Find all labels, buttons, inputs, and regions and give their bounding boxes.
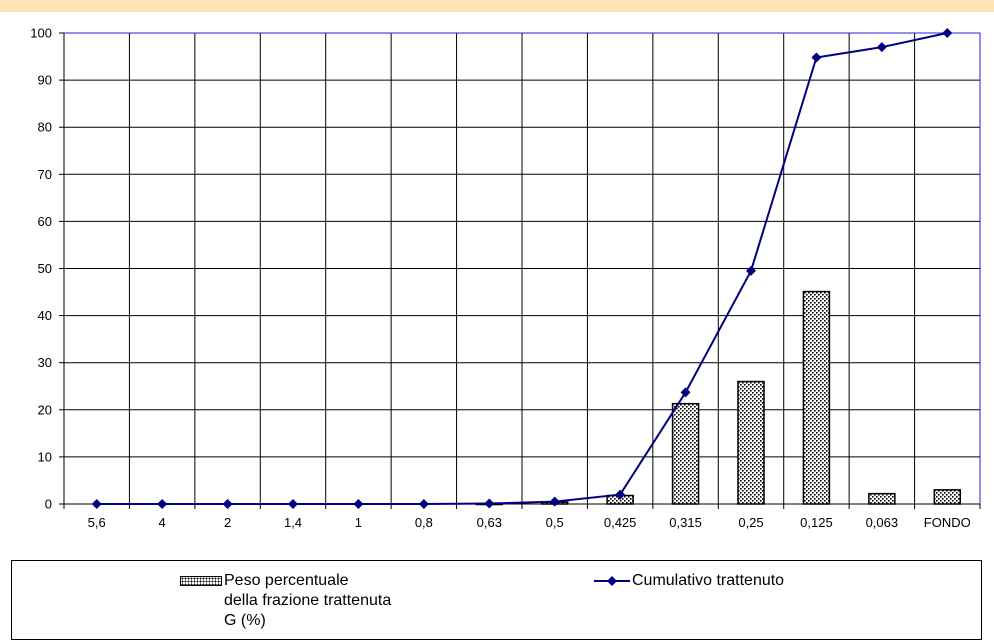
- line-series: [91, 28, 953, 509]
- x-axis-ticks: 5,6 4 2 1,4 1 0,8 0,63 0,5 0,425 0,315 0,25 0,125 0,…: [63, 504, 981, 530]
- top-band: [0, 0, 994, 12]
- y-tick-label: 90: [38, 73, 52, 88]
- y-tick-label: 50: [38, 261, 52, 276]
- y-tick-label: 100: [30, 26, 52, 41]
- legend-bar-swatch: [180, 576, 222, 586]
- y-tick-label: 70: [38, 167, 52, 182]
- gridlines: [64, 32, 980, 505]
- line-point-marker: [288, 499, 298, 509]
- line-point-marker: [615, 489, 626, 500]
- bar-series: [475, 290, 962, 506]
- legend-bar-label-line-2: della frazione trattenuta: [224, 592, 392, 609]
- x-tick-label: FONDO: [924, 515, 971, 530]
- x-tick-label: 1,4: [284, 515, 302, 530]
- legend-bar-label-line-3: G (%): [224, 612, 266, 629]
- legend-bar-label-line-1: Peso percentuale: [224, 572, 349, 589]
- line-point-marker: [222, 499, 233, 509]
- y-axis-ticks: 0 10 20 30 40 50 60 70 80 90 100: [30, 26, 64, 512]
- bar: [671, 402, 700, 505]
- x-tick-label: 1: [355, 515, 362, 530]
- cumulative-line: [96, 32, 948, 505]
- line-point-marker: [484, 498, 495, 509]
- x-tick-label: 4: [159, 515, 166, 530]
- x-tick-label: 0,25: [738, 515, 763, 530]
- y-tick-label: 30: [38, 355, 52, 370]
- x-tick-label: 0,63: [477, 515, 502, 530]
- bar: [737, 380, 765, 505]
- bar: [933, 489, 962, 505]
- line-point-marker: [418, 499, 429, 509]
- line-point-marker: [91, 499, 102, 509]
- legend-line-swatch: [594, 576, 630, 586]
- line-point-marker: [680, 387, 691, 398]
- bar: [868, 492, 896, 505]
- x-tick-label: 2: [224, 515, 231, 530]
- line-point-marker: [876, 42, 887, 53]
- legend-line-label: Cumulativo trattenuto: [632, 572, 785, 589]
- x-tick-label: 5,6: [88, 515, 106, 530]
- y-tick-label: 80: [38, 120, 52, 135]
- bar: [802, 290, 831, 505]
- x-tick-label: 0,8: [415, 515, 433, 530]
- y-tick-label: 60: [38, 214, 52, 229]
- x-tick-label: 0,063: [866, 515, 899, 530]
- y-tick-label: 10: [38, 449, 52, 464]
- y-tick-label: 20: [38, 402, 52, 417]
- line-point-marker: [746, 265, 756, 276]
- x-tick-label: 0,425: [604, 515, 637, 530]
- y-tick-label: 0: [45, 497, 52, 512]
- chart-svg: 5,6 4 2 1,4 1 0,8 0,63 0,5 0,425 0,315 0,25 0,125 0,…: [30, 26, 981, 530]
- line-point-marker: [549, 496, 560, 507]
- legend-entry-line: Cumulativo trattenuto: [594, 571, 784, 591]
- line-point-marker: [942, 28, 953, 38]
- legend-entry-bar: Peso percentuale della frazione trattenu…: [180, 571, 391, 631]
- line-point-marker: [353, 499, 364, 509]
- x-tick-label: 0,315: [669, 515, 702, 530]
- y-tick-label: 40: [38, 308, 52, 323]
- legend: Peso percentuale della frazione trattenu…: [11, 560, 982, 640]
- x-tick-label: 0,125: [800, 515, 833, 530]
- line-point-marker: [157, 499, 168, 509]
- x-tick-label: 0,5: [546, 515, 564, 530]
- line-point-marker: [811, 52, 822, 63]
